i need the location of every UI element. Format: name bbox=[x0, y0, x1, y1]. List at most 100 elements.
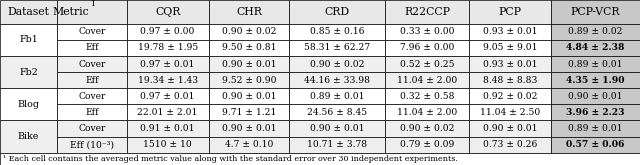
Text: 0.32 ± 0.58: 0.32 ± 0.58 bbox=[400, 92, 454, 101]
Bar bbox=[469, 24, 551, 40]
Text: 44.16 ± 33.98: 44.16 ± 33.98 bbox=[305, 76, 371, 85]
Bar bbox=[57, 0, 127, 24]
Bar bbox=[0, 24, 57, 56]
Text: R22CCP: R22CCP bbox=[404, 7, 450, 17]
Text: 8.48 ± 8.83: 8.48 ± 8.83 bbox=[483, 76, 537, 85]
Bar bbox=[385, 72, 469, 88]
Text: Eff: Eff bbox=[85, 108, 99, 117]
Bar bbox=[57, 88, 127, 104]
Bar bbox=[57, 72, 127, 88]
Bar bbox=[469, 120, 551, 137]
Text: 11.04 ± 2.00: 11.04 ± 2.00 bbox=[397, 76, 457, 85]
Bar bbox=[385, 56, 469, 72]
Text: ¹ Each cell contains the averaged metric value along with the standard error ove: ¹ Each cell contains the averaged metric… bbox=[3, 155, 458, 163]
Text: 0.92 ± 0.02: 0.92 ± 0.02 bbox=[483, 92, 537, 101]
Bar bbox=[385, 0, 469, 24]
Text: 0.33 ± 0.00: 0.33 ± 0.00 bbox=[400, 27, 454, 36]
Text: 0.85 ± 0.16: 0.85 ± 0.16 bbox=[310, 27, 365, 36]
Text: 0.97 ± 0.01: 0.97 ± 0.01 bbox=[140, 92, 195, 101]
Text: 0.90 ± 0.02: 0.90 ± 0.02 bbox=[310, 60, 365, 68]
Text: 9.50 ± 0.81: 9.50 ± 0.81 bbox=[222, 43, 276, 52]
Bar bbox=[469, 40, 551, 56]
Bar bbox=[209, 88, 289, 104]
Bar bbox=[469, 137, 551, 153]
Text: PCP: PCP bbox=[499, 7, 522, 17]
Bar bbox=[289, 120, 385, 137]
Text: 0.89 ± 0.02: 0.89 ± 0.02 bbox=[568, 27, 623, 36]
Bar bbox=[57, 120, 127, 137]
Bar bbox=[57, 137, 127, 153]
Text: CRD: CRD bbox=[325, 7, 350, 17]
Text: 58.31 ± 62.27: 58.31 ± 62.27 bbox=[305, 43, 371, 52]
Bar bbox=[551, 104, 640, 120]
Bar bbox=[127, 56, 209, 72]
Text: 11.04 ± 2.50: 11.04 ± 2.50 bbox=[480, 108, 540, 117]
Bar bbox=[289, 24, 385, 40]
Bar bbox=[289, 40, 385, 56]
Text: 0.89 ± 0.01: 0.89 ± 0.01 bbox=[310, 92, 365, 101]
Text: Eff (10⁻³): Eff (10⁻³) bbox=[70, 140, 114, 149]
Bar bbox=[551, 0, 640, 24]
Text: 0.90 ± 0.01: 0.90 ± 0.01 bbox=[222, 60, 276, 68]
Bar bbox=[57, 40, 127, 56]
Bar bbox=[385, 40, 469, 56]
Text: 0.97 ± 0.01: 0.97 ± 0.01 bbox=[140, 60, 195, 68]
Bar bbox=[209, 56, 289, 72]
Text: 4.7 ± 0.10: 4.7 ± 0.10 bbox=[225, 140, 273, 149]
Bar bbox=[0, 120, 57, 153]
Bar bbox=[469, 72, 551, 88]
Text: CQR: CQR bbox=[155, 7, 180, 17]
Text: Cover: Cover bbox=[78, 60, 106, 68]
Text: 9.71 ± 1.21: 9.71 ± 1.21 bbox=[222, 108, 276, 117]
Bar bbox=[209, 104, 289, 120]
Bar bbox=[127, 72, 209, 88]
Text: 1: 1 bbox=[90, 0, 95, 8]
Text: 10.71 ± 3.78: 10.71 ± 3.78 bbox=[307, 140, 367, 149]
Bar bbox=[385, 137, 469, 153]
Bar bbox=[289, 0, 385, 24]
Bar bbox=[551, 88, 640, 104]
Text: 0.90 ± 0.02: 0.90 ± 0.02 bbox=[400, 124, 454, 133]
Text: Eff: Eff bbox=[85, 76, 99, 85]
Bar bbox=[551, 72, 640, 88]
Text: 9.05 ± 9.01: 9.05 ± 9.01 bbox=[483, 43, 537, 52]
Text: 22.01 ± 2.01: 22.01 ± 2.01 bbox=[138, 108, 198, 117]
Text: 0.91 ± 0.01: 0.91 ± 0.01 bbox=[140, 124, 195, 133]
Text: 4.35 ± 1.90: 4.35 ± 1.90 bbox=[566, 76, 625, 85]
Bar bbox=[127, 88, 209, 104]
Bar bbox=[469, 88, 551, 104]
Bar bbox=[469, 56, 551, 72]
Text: Dataset: Dataset bbox=[8, 7, 49, 17]
Bar bbox=[0, 56, 57, 88]
Text: 9.52 ± 0.90: 9.52 ± 0.90 bbox=[222, 76, 276, 85]
Text: 0.52 ± 0.25: 0.52 ± 0.25 bbox=[400, 60, 454, 68]
Bar bbox=[209, 0, 289, 24]
Text: 0.79 ± 0.09: 0.79 ± 0.09 bbox=[400, 140, 454, 149]
Text: 0.93 ± 0.01: 0.93 ± 0.01 bbox=[483, 27, 537, 36]
Text: Metric: Metric bbox=[52, 7, 89, 17]
Bar bbox=[209, 137, 289, 153]
Bar bbox=[385, 88, 469, 104]
Text: Fb2: Fb2 bbox=[19, 68, 38, 77]
Bar bbox=[209, 120, 289, 137]
Bar bbox=[289, 88, 385, 104]
Bar bbox=[57, 56, 127, 72]
Text: Fb1: Fb1 bbox=[19, 35, 38, 44]
Text: 24.56 ± 8.45: 24.56 ± 8.45 bbox=[307, 108, 367, 117]
Text: 0.57 ± 0.06: 0.57 ± 0.06 bbox=[566, 140, 625, 149]
Bar bbox=[385, 24, 469, 40]
Text: 7.96 ± 0.00: 7.96 ± 0.00 bbox=[400, 43, 454, 52]
Text: Eff: Eff bbox=[85, 43, 99, 52]
Bar bbox=[289, 56, 385, 72]
Bar bbox=[0, 88, 57, 120]
Bar bbox=[57, 24, 127, 40]
Bar bbox=[551, 24, 640, 40]
Bar bbox=[289, 72, 385, 88]
Bar bbox=[127, 24, 209, 40]
Bar bbox=[469, 104, 551, 120]
Text: Cover: Cover bbox=[78, 27, 106, 36]
Text: 0.93 ± 0.01: 0.93 ± 0.01 bbox=[483, 60, 537, 68]
Text: 3.96 ± 2.23: 3.96 ± 2.23 bbox=[566, 108, 625, 117]
Bar bbox=[0, 153, 640, 165]
Bar bbox=[385, 104, 469, 120]
